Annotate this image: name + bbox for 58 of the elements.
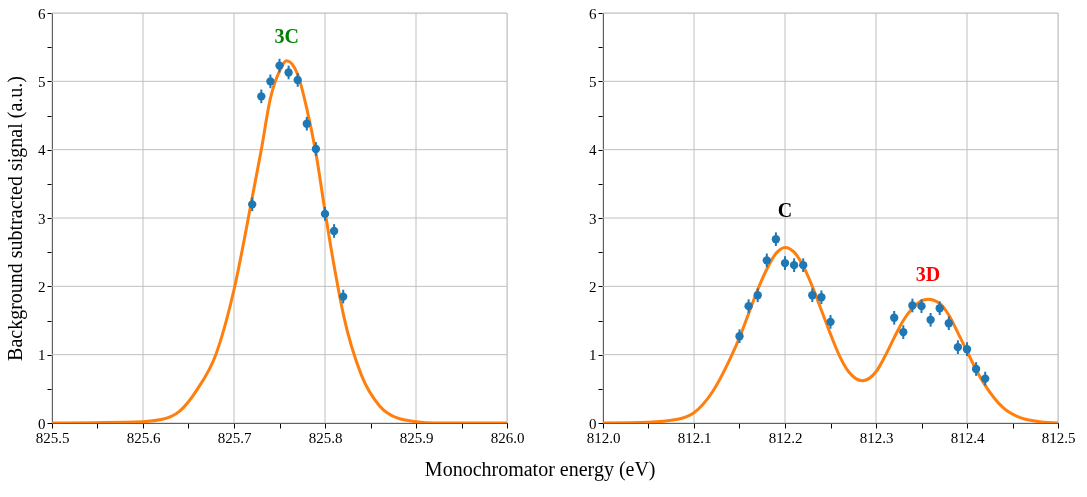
y-axis-title: Background subtracted signal (a.u.) xyxy=(4,76,27,361)
point xyxy=(981,374,990,383)
point xyxy=(735,332,744,341)
x-axis-title: Monochromator energy (eV) xyxy=(424,457,656,481)
x-tick-label: 812.3 xyxy=(859,429,894,446)
point xyxy=(789,260,799,270)
y-tick-label: 4 xyxy=(589,142,597,159)
y-tick-label: 3 xyxy=(38,210,46,227)
x-tick-label: 812.5 xyxy=(1041,429,1076,446)
x-tick-label: 812.2 xyxy=(768,429,803,446)
y-tick-label: 5 xyxy=(38,73,46,90)
point xyxy=(320,209,330,219)
point xyxy=(329,226,339,236)
x-tick-label: 825.6 xyxy=(126,429,161,446)
annotation: C xyxy=(777,199,793,222)
x-tick-label: 812.1 xyxy=(677,429,712,446)
y-tick-label: 6 xyxy=(589,5,597,22)
point xyxy=(762,256,771,265)
x-tick-label: 825.9 xyxy=(399,429,434,446)
y-tick-label: 5 xyxy=(589,73,597,90)
y-tick-label: 3 xyxy=(589,210,597,227)
x-tick-label: 825.5 xyxy=(35,429,70,446)
y-tick-label: 0 xyxy=(589,415,597,432)
point xyxy=(890,313,899,322)
annotation: 3D xyxy=(915,263,941,286)
y-tick-label: 2 xyxy=(38,278,46,295)
y-tick-label: 1 xyxy=(589,347,597,364)
point xyxy=(771,235,781,244)
point xyxy=(935,304,944,313)
point xyxy=(266,77,275,86)
point xyxy=(926,315,935,324)
point xyxy=(311,144,321,154)
point xyxy=(248,200,257,209)
y-tick-label: 1 xyxy=(38,347,46,364)
point xyxy=(908,301,917,310)
x-tick-label: 825.8 xyxy=(308,429,343,446)
point xyxy=(753,291,762,300)
point xyxy=(944,319,953,328)
point xyxy=(339,292,348,301)
point xyxy=(780,258,790,268)
y-tick-label: 6 xyxy=(38,5,46,22)
point xyxy=(257,92,266,101)
point xyxy=(971,364,981,374)
x-tick-label: 812.4 xyxy=(950,429,985,446)
y-tick-label: 2 xyxy=(589,278,597,295)
y-tick-label: 4 xyxy=(38,142,46,159)
point xyxy=(953,342,963,352)
point xyxy=(962,345,972,354)
point xyxy=(284,68,293,77)
y-tick-label: 0 xyxy=(38,415,46,432)
point xyxy=(808,291,817,300)
point xyxy=(302,119,311,128)
x-tick-label: 825.7 xyxy=(217,429,252,446)
point xyxy=(275,61,284,70)
x-tick-label: 826.0 xyxy=(490,429,525,446)
annotation: 3C xyxy=(274,24,300,47)
point xyxy=(817,293,826,302)
x-tick-label: 812.0 xyxy=(586,429,621,446)
